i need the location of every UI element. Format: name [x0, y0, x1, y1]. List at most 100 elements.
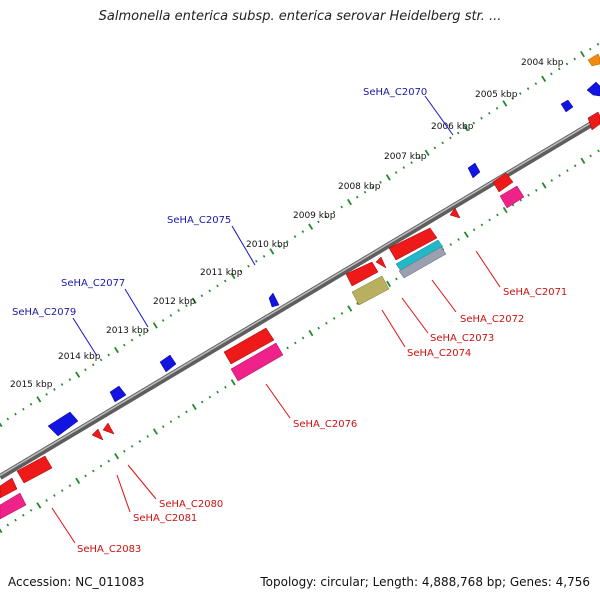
scale-tick — [410, 161, 413, 164]
scale-tick — [262, 254, 266, 258]
gene-label-minus[interactable]: SeHA_C2074 — [407, 348, 471, 359]
gene-arrow-minus[interactable] — [587, 111, 600, 131]
scale-tick — [286, 240, 289, 243]
scale-tick — [488, 218, 491, 222]
scale-tick — [22, 513, 25, 517]
plus-strand-genes — [47, 53, 600, 437]
gene-arrow-plus[interactable] — [467, 162, 481, 179]
scale-tick — [208, 289, 211, 293]
scale-tick — [247, 264, 250, 268]
gene-arrow-minus[interactable] — [375, 256, 387, 269]
gene-arrow-plus[interactable] — [268, 292, 280, 308]
scale-tick — [325, 321, 328, 325]
scale-tick — [6, 523, 10, 527]
scale-tick — [385, 174, 391, 181]
scale-tick — [36, 396, 42, 403]
scale-tick — [308, 329, 314, 337]
scale-tick — [347, 305, 353, 312]
gene-arrow-minus[interactable] — [102, 422, 115, 435]
scale-tick — [394, 171, 398, 174]
gene-label-plus[interactable]: SeHA_C2070 — [363, 87, 427, 98]
scale-tick — [526, 87, 530, 91]
scale-tick — [519, 92, 522, 95]
gene-label-minus[interactable]: SeHA_C2076 — [293, 419, 357, 430]
scale-tick — [580, 157, 586, 164]
gene-arrow-plus[interactable] — [586, 81, 600, 97]
gene-arrow-minus[interactable] — [345, 261, 379, 287]
scale-tick — [441, 141, 444, 145]
scale-tick — [169, 420, 173, 424]
gene-arrow-minus[interactable] — [0, 477, 18, 499]
scale-tick — [45, 499, 48, 502]
scale-tick — [114, 453, 120, 460]
scale-tick — [146, 435, 149, 438]
scale-tick — [123, 449, 126, 453]
scale-tick — [456, 131, 460, 135]
gene-arrow-orange[interactable] — [587, 53, 600, 67]
scale-tick — [317, 220, 320, 224]
scale-tick — [596, 42, 600, 46]
scale-tick — [146, 328, 149, 332]
scale-tick — [75, 371, 81, 378]
gene-arrow-plus[interactable] — [159, 354, 177, 373]
scale-tick — [308, 223, 314, 230]
scale-tick — [130, 338, 134, 342]
scale-tick — [541, 182, 547, 189]
gene-arrow-minus[interactable] — [449, 207, 461, 219]
gene-label-plus[interactable]: SeHA_C2075 — [167, 215, 231, 226]
gene-label-minus[interactable]: SeHA_C2081 — [133, 513, 197, 524]
ruler-label: 2005 kbp — [475, 90, 518, 100]
gene-arrow-minus[interactable] — [16, 455, 53, 484]
scale-tick — [6, 417, 10, 421]
gene-label-plus[interactable]: SeHA_C2077 — [61, 278, 125, 289]
gene-label-minus[interactable]: SeHA_C2072 — [460, 314, 524, 325]
scale-tick — [589, 154, 592, 158]
scale-tick — [286, 346, 289, 350]
cds-feature[interactable] — [0, 492, 27, 520]
scale-tick — [99, 464, 103, 468]
scale-tick — [340, 312, 344, 315]
scale-tick — [84, 368, 87, 372]
cds-feature[interactable] — [499, 185, 525, 209]
gene-label-plus[interactable]: SeHA_C2079 — [12, 307, 76, 318]
scale-tick — [29, 402, 33, 406]
gene-label-minus[interactable]: SeHA_C2073 — [430, 333, 494, 344]
scale-tick — [472, 228, 476, 232]
gene-arrow-plus[interactable] — [560, 99, 574, 113]
cds-feature[interactable] — [230, 342, 284, 382]
scale-tick — [535, 188, 538, 192]
scale-tick — [356, 302, 359, 305]
scale-tick — [177, 415, 181, 419]
scale-tick — [379, 180, 382, 184]
scale-tick — [293, 235, 297, 238]
scale-tick — [29, 508, 33, 512]
gene-arrow-minus[interactable] — [492, 172, 514, 193]
scale-tick — [449, 243, 453, 246]
gene-arrow-minus[interactable] — [91, 428, 104, 441]
gene-arrow-plus[interactable] — [109, 385, 127, 403]
gene-label-minus[interactable]: SeHA_C2083 — [77, 544, 141, 555]
scale-tick — [0, 422, 3, 428]
scale-tick — [45, 393, 48, 396]
scale-tick — [177, 309, 180, 312]
scale-tick — [301, 230, 305, 234]
scale-tick — [363, 190, 367, 194]
cds-feature[interactable] — [395, 239, 444, 272]
gene-label-minus[interactable]: SeHA_C2080 — [159, 499, 223, 510]
cds-feature[interactable] — [398, 246, 447, 279]
scale-tick — [68, 378, 72, 381]
scale-tick — [527, 193, 530, 197]
scale-tick — [114, 346, 119, 354]
scale-tick — [169, 314, 173, 317]
cds-feature[interactable] — [351, 275, 390, 306]
scale-tick — [480, 223, 484, 227]
map-title: Salmonella enterica subsp. enterica sero… — [98, 9, 502, 24]
gene-arrow-minus[interactable] — [388, 227, 438, 261]
scale-tick — [502, 206, 508, 214]
scale-tick — [161, 319, 165, 322]
gene-label-minus[interactable]: SeHA_C2071 — [503, 287, 567, 298]
gene-arrow-minus[interactable] — [223, 327, 275, 365]
scale-tick — [230, 272, 236, 280]
scale-tick — [356, 195, 359, 199]
gene-arrow-plus[interactable] — [47, 411, 79, 437]
